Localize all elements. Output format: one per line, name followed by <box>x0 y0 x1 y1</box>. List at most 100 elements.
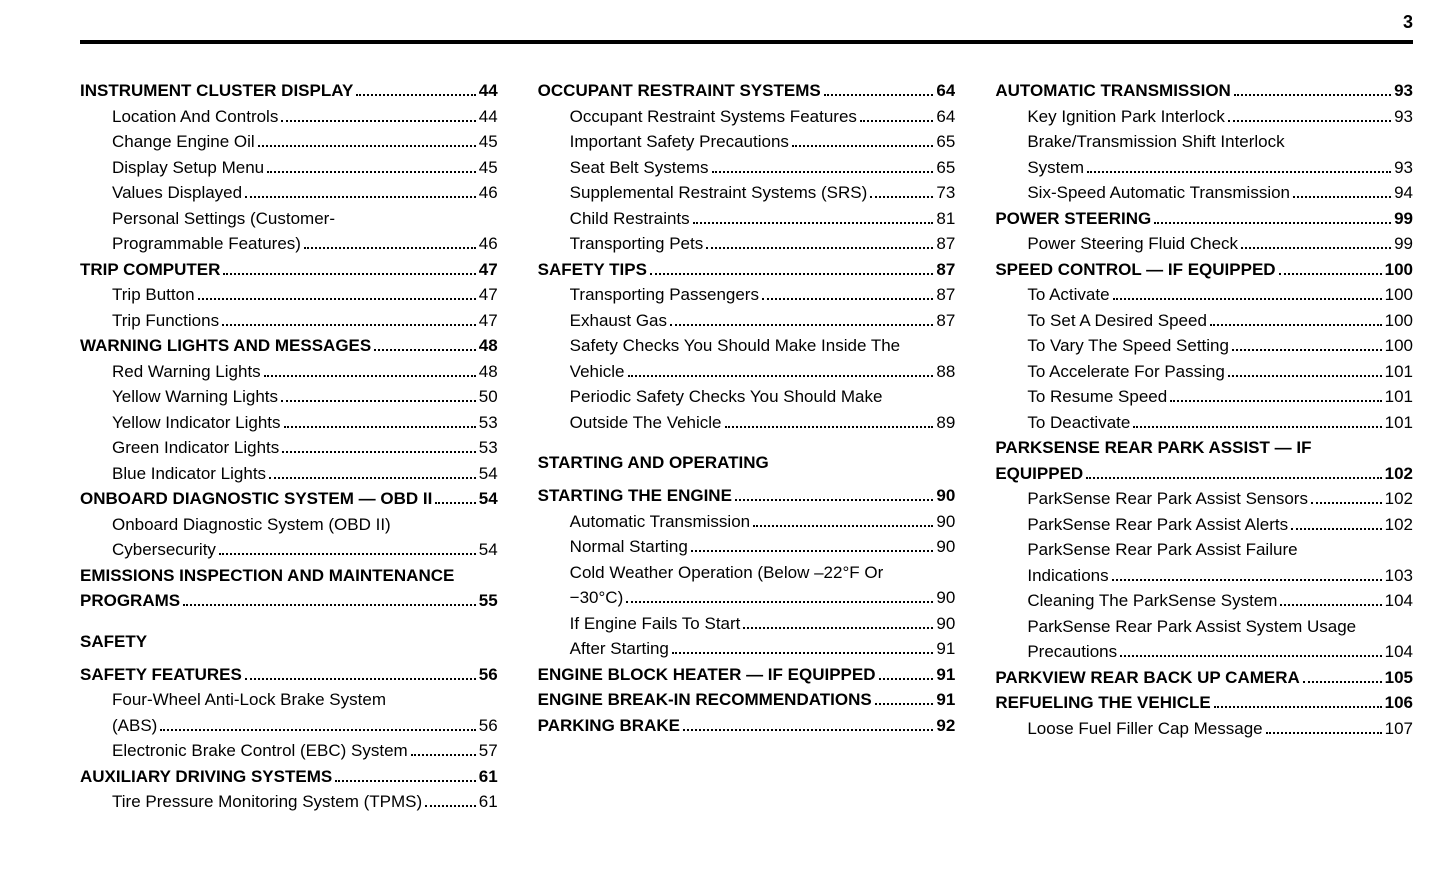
toc-leader-dots <box>712 159 934 173</box>
toc-entry: ParkSense Rear Park Assist Alerts102 <box>995 512 1413 538</box>
toc-entry: Transporting Pets87 <box>538 231 956 257</box>
toc-page-number: 46 <box>479 231 498 257</box>
toc-label: Trip Functions <box>112 308 219 334</box>
toc-entry: Periodic Safety Checks You Should MakeOu… <box>538 384 956 435</box>
toc-entry: TRIP COMPUTER47 <box>80 257 498 283</box>
toc-leader-dots <box>650 261 933 275</box>
toc-page-number: 100 <box>1385 333 1413 359</box>
toc-leader-dots <box>335 768 476 782</box>
toc-label: Periodic Safety Checks You Should Make <box>570 384 883 410</box>
toc-page-number: 91 <box>936 636 955 662</box>
toc-label: Display Setup Menu <box>112 155 264 181</box>
toc-label: To Activate <box>1027 282 1109 308</box>
toc-label: Electronic Brake Control (EBC) System <box>112 738 408 764</box>
toc-label: Supplemental Restraint Systems (SRS) <box>570 180 868 206</box>
toc-leader-dots <box>870 184 933 198</box>
toc-label: ParkSense Rear Park Assist Failure <box>1027 537 1297 563</box>
toc-entry: If Engine Fails To Start90 <box>538 611 956 637</box>
toc-entry: ONBOARD DIAGNOSTIC SYSTEM — OBD II54 <box>80 486 498 512</box>
toc-entry: Supplemental Restraint Systems (SRS)73 <box>538 180 956 206</box>
toc-page-number: 100 <box>1385 308 1413 334</box>
toc-leader-dots <box>374 337 476 351</box>
toc-entry: INSTRUMENT CLUSTER DISPLAY44 <box>80 78 498 104</box>
toc-leader-dots <box>1232 337 1382 351</box>
toc-leader-dots <box>672 640 934 654</box>
toc-label: ONBOARD DIAGNOSTIC SYSTEM — OBD II <box>80 486 432 512</box>
toc-leader-dots <box>735 487 934 501</box>
toc-entry: POWER STEERING99 <box>995 206 1413 232</box>
toc-label: SAFETY FEATURES <box>80 662 242 688</box>
toc-leader-dots <box>1210 312 1382 326</box>
toc-label: ParkSense Rear Park Assist Alerts <box>1027 512 1288 538</box>
toc-label: TRIP COMPUTER <box>80 257 220 283</box>
toc-entry: Yellow Indicator Lights53 <box>80 410 498 436</box>
toc-leader-dots <box>626 589 933 603</box>
toc-entry: Onboard Diagnostic System (OBD II)Cybers… <box>80 512 498 563</box>
toc-leader-dots <box>1086 465 1381 479</box>
toc-label: Outside The Vehicle <box>570 410 722 436</box>
toc-entry: Brake/Transmission Shift InterlockSystem… <box>995 129 1413 180</box>
toc-leader-dots <box>160 717 475 731</box>
toc-label: After Starting <box>570 636 669 662</box>
toc-entry: To Resume Speed101 <box>995 384 1413 410</box>
toc-leader-dots <box>1266 720 1382 734</box>
toc-leader-dots <box>222 312 476 326</box>
toc-page-number: 100 <box>1385 257 1413 283</box>
toc-page-number: 61 <box>479 764 498 790</box>
toc-label: Yellow Indicator Lights <box>112 410 281 436</box>
toc-entry: To Accelerate For Passing101 <box>995 359 1413 385</box>
toc-entry: ParkSense Rear Park Assist Sensors102 <box>995 486 1413 512</box>
toc-label: WARNING LIGHTS AND MESSAGES <box>80 333 371 359</box>
toc-entry: Normal Starting90 <box>538 534 956 560</box>
toc-leader-dots <box>281 388 476 402</box>
toc-label: Power Steering Fluid Check <box>1027 231 1238 257</box>
toc-page-number: 104 <box>1385 639 1413 665</box>
toc-entry: To Deactivate101 <box>995 410 1413 436</box>
toc-leader-dots <box>435 490 475 504</box>
toc-page-number: 93 <box>1394 155 1413 181</box>
toc-entry: Power Steering Fluid Check99 <box>995 231 1413 257</box>
toc-entry: Occupant Restraint Systems Features64 <box>538 104 956 130</box>
toc-leader-dots <box>691 538 934 552</box>
toc-page-number: 90 <box>936 483 955 509</box>
toc-page-number: 90 <box>936 534 955 560</box>
toc-page-number: 103 <box>1385 563 1413 589</box>
toc-entry: AUXILIARY DRIVING SYSTEMS 61 <box>80 764 498 790</box>
toc-page-number: 90 <box>936 611 955 637</box>
toc-leader-dots <box>753 513 933 527</box>
toc-page-number: 48 <box>479 333 498 359</box>
toc-label: SAFETY TIPS <box>538 257 647 283</box>
toc-leader-dots <box>1120 643 1382 657</box>
toc-entry: Red Warning Lights48 <box>80 359 498 385</box>
toc-entry: Display Setup Menu45 <box>80 155 498 181</box>
toc-label: Child Restraints <box>570 206 690 232</box>
toc-label: PROGRAMS <box>80 588 180 614</box>
toc-leader-dots <box>693 210 934 224</box>
toc-label: Loose Fuel Filler Cap Message <box>1027 716 1262 742</box>
toc-label: Transporting Passengers <box>570 282 759 308</box>
toc-entry: Cold Weather Operation (Below –22°F Or−3… <box>538 560 956 611</box>
toc-entry: Important Safety Precautions65 <box>538 129 956 155</box>
toc-label: ParkSense Rear Park Assist System Usage <box>1027 614 1356 640</box>
toc-label: To Resume Speed <box>1027 384 1167 410</box>
toc-label: Seat Belt Systems <box>570 155 709 181</box>
toc-page-number: 56 <box>479 662 498 688</box>
toc-label: AUXILIARY DRIVING SYSTEMS <box>80 764 332 790</box>
toc-label: Indications <box>1027 563 1108 589</box>
toc-leader-dots <box>304 235 476 249</box>
toc-entry: SAFETY TIPS87 <box>538 257 956 283</box>
toc-page-number: 81 <box>936 206 955 232</box>
toc-label: PARKVIEW REAR BACK UP CAMERA <box>995 665 1299 691</box>
toc-page-number: 50 <box>479 384 498 410</box>
toc-label: Values Displayed <box>112 180 242 206</box>
toc-label: Cold Weather Operation (Below –22°F Or <box>570 560 884 586</box>
toc-leader-dots <box>725 414 934 428</box>
toc-label: Personal Settings (Customer- <box>112 206 335 232</box>
toc-page-number: 56 <box>479 713 498 739</box>
toc-label: To Vary The Speed Setting <box>1027 333 1229 359</box>
toc-leader-dots <box>269 465 476 479</box>
toc-entry: Automatic Transmission90 <box>538 509 956 535</box>
toc-leader-dots <box>875 691 934 705</box>
toc-entry: PARKING BRAKE92 <box>538 713 956 739</box>
toc-page-number: 57 <box>479 738 498 764</box>
